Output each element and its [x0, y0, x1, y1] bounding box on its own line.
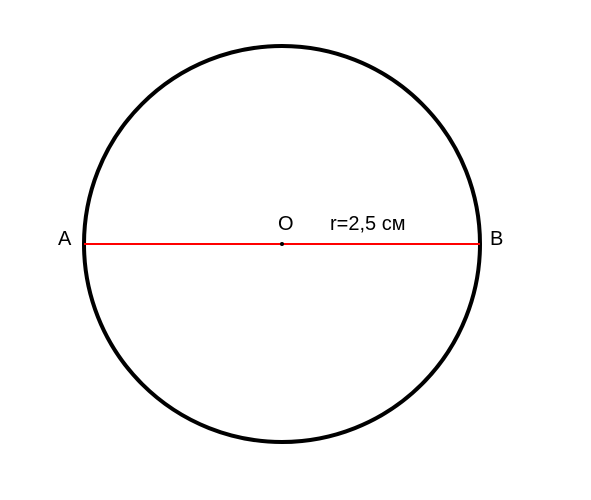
- center-point: [280, 242, 284, 246]
- point-a-label: A: [58, 228, 71, 251]
- radius-label: r=2,5 см: [330, 213, 405, 236]
- center-o-label: O: [278, 213, 294, 236]
- point-b-label: B: [490, 228, 503, 251]
